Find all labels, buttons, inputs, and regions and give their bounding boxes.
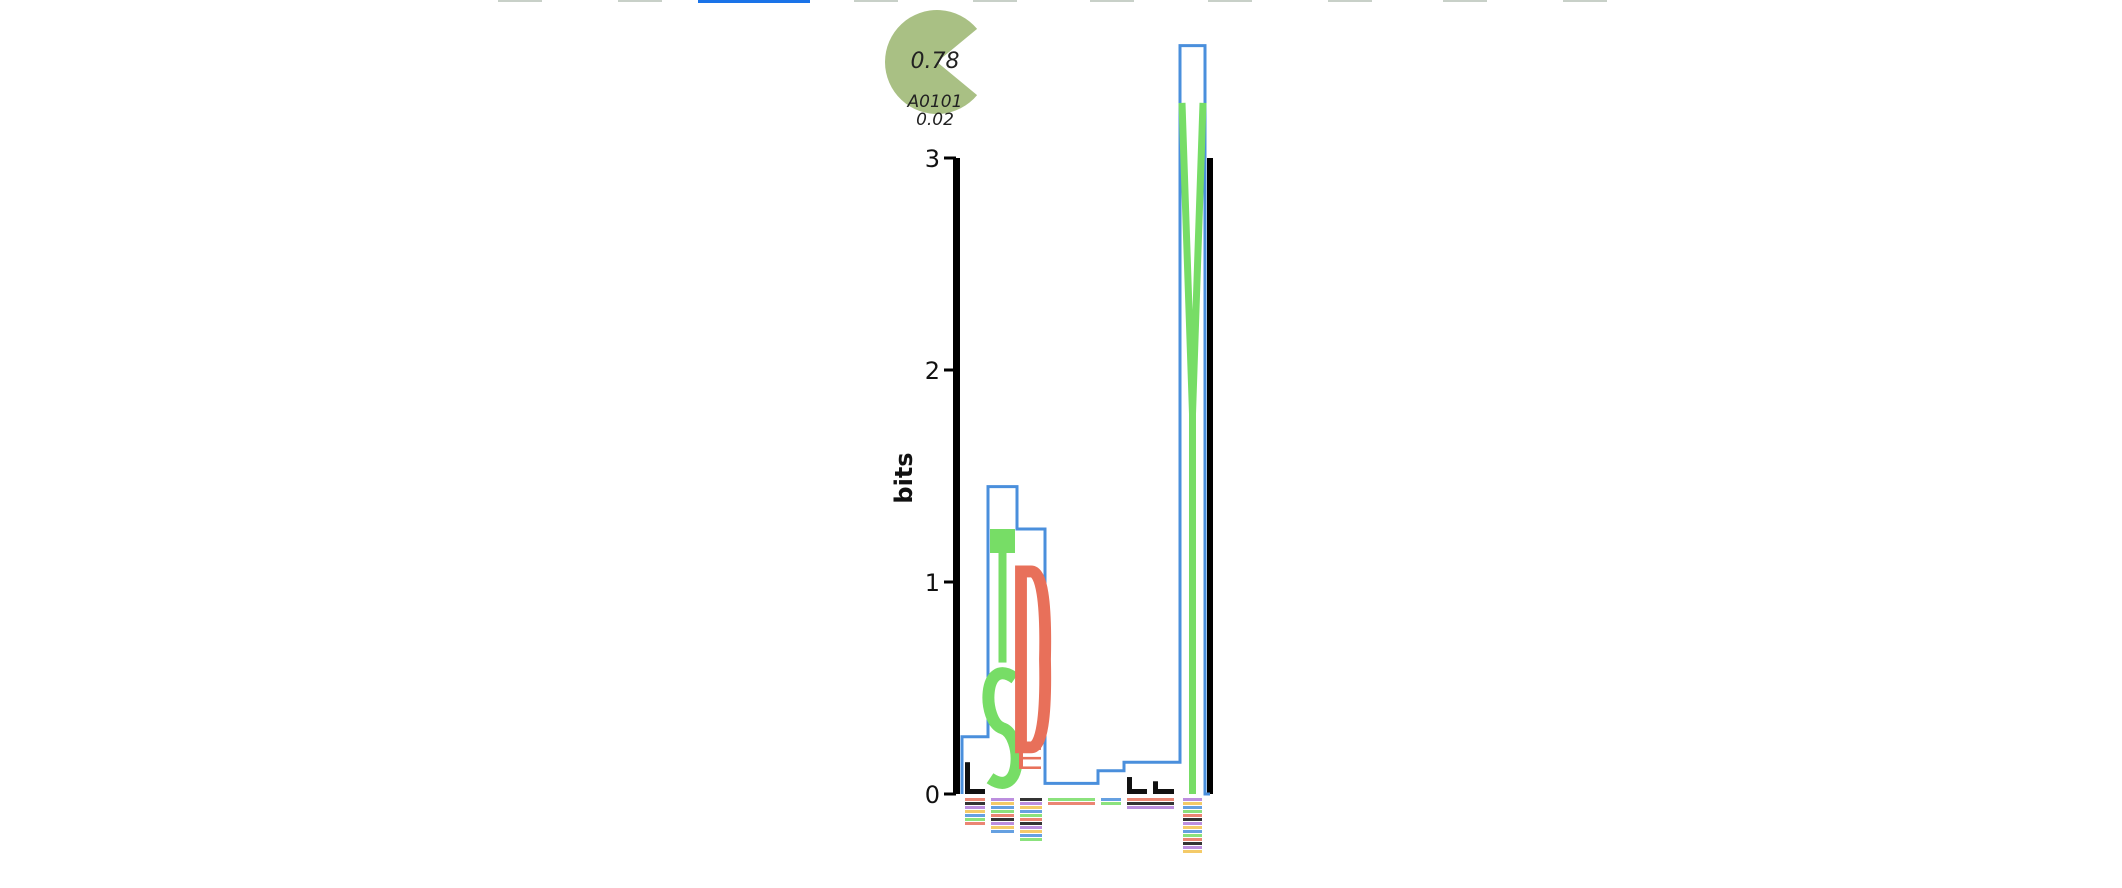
negative-residue-bar <box>1183 814 1202 817</box>
negative-residue-bar <box>1048 798 1095 801</box>
tab-underline <box>1328 0 1372 2</box>
negative-residue-bar <box>965 806 985 809</box>
glyph-stroke <box>998 529 1007 663</box>
negative-residue-bar <box>1101 798 1121 801</box>
negative-residue-bar <box>1183 810 1202 813</box>
logo-letter-y <box>1178 102 1207 794</box>
y-axis-line <box>953 158 960 794</box>
top-tab-strip <box>498 0 1607 3</box>
negative-residue-bar <box>1183 842 1202 845</box>
negative-residues <box>965 798 1202 853</box>
negative-residue-bar <box>965 822 985 825</box>
glyph-stroke <box>1178 102 1207 794</box>
negative-residue-bar <box>1020 834 1042 837</box>
pie-wedge <box>884 10 978 114</box>
glyph-stroke <box>1019 756 1041 760</box>
negative-residue-bar <box>1020 826 1042 829</box>
negative-residue-bar <box>1183 846 1202 849</box>
negative-residue-bar <box>1020 814 1042 817</box>
y-tick-label: 2 <box>925 357 940 385</box>
negative-residue-bar <box>1127 798 1174 801</box>
negative-residue-bar <box>1183 818 1202 821</box>
glyph-stroke <box>1153 789 1174 794</box>
information-outline <box>960 44 1210 796</box>
negative-residue-bar <box>965 810 985 813</box>
glyph-stroke <box>982 667 1023 789</box>
negative-residue-bar <box>1183 798 1202 801</box>
logo-letter-l <box>965 762 985 794</box>
tab-underline <box>1563 0 1607 2</box>
y-axis-label: bits <box>890 452 918 503</box>
negative-residue-bar <box>1020 802 1042 805</box>
tab-underline <box>854 0 898 2</box>
tab-active-underline <box>698 0 810 3</box>
negative-residue-bar <box>1020 798 1042 801</box>
negative-residue-bar <box>1020 830 1042 833</box>
right-border-line <box>1207 158 1213 794</box>
glyph-stroke <box>1019 766 1041 769</box>
pie-value-label: 0.78 <box>911 49 960 74</box>
logo-letters <box>965 102 1207 794</box>
glyph-stroke <box>1127 789 1147 794</box>
logo-letter-l <box>1127 777 1147 794</box>
negative-residue-bar <box>965 798 985 801</box>
negative-residue-bar <box>1183 806 1202 809</box>
y-tick-label: 1 <box>925 569 940 597</box>
negative-residue-bar <box>965 818 985 821</box>
negative-residue-bar <box>1127 802 1174 805</box>
negative-residue-bar <box>991 814 1014 817</box>
tab-underline <box>973 0 1017 2</box>
tab-underline <box>498 0 542 2</box>
tab-underline <box>1208 0 1252 2</box>
glyph-stroke <box>1153 781 1158 794</box>
glyph-stroke <box>1127 777 1132 794</box>
information-outline-path <box>960 44 1210 796</box>
negative-residue-bar <box>965 802 985 805</box>
axes: 0 1 2 3 <box>925 145 1213 809</box>
negative-residue-bar <box>1020 818 1042 821</box>
negative-residue-bar <box>1183 822 1202 825</box>
negative-residue-bar <box>1101 802 1121 805</box>
negative-residue-bar <box>991 818 1014 821</box>
negative-residue-bar <box>1020 822 1042 825</box>
negative-residue-bar <box>1183 802 1202 805</box>
pie-allele-label: A0101 <box>907 92 963 112</box>
negative-residue-bar <box>1020 838 1042 841</box>
tab-underline <box>1443 0 1487 2</box>
negative-residue-bar <box>1183 834 1202 837</box>
logo-letter-s <box>982 667 1023 789</box>
negative-residue-bar <box>1183 838 1202 841</box>
glyph-stroke <box>965 789 985 794</box>
negative-residue-bar <box>1183 850 1202 853</box>
negative-residue-bar <box>1048 802 1095 805</box>
negative-residue-bar <box>1127 806 1174 809</box>
negative-residue-bar <box>1020 806 1042 809</box>
negative-residue-bar <box>991 798 1014 801</box>
negative-residue-bar <box>991 810 1014 813</box>
negative-residue-bar <box>1183 830 1202 833</box>
negative-residue-bar <box>991 830 1014 833</box>
logo-letter-d <box>1015 565 1052 754</box>
tab-underline <box>618 0 662 2</box>
glyph-stroke <box>1015 565 1052 754</box>
y-tick-label: 3 <box>925 145 940 173</box>
negative-residue-bar <box>991 822 1014 825</box>
tab-underline <box>1090 0 1134 2</box>
negative-residue-bar <box>1183 826 1202 829</box>
pie-sub-label: 0.02 <box>916 110 954 130</box>
logo-letter-t <box>990 529 1015 663</box>
negative-residue-bar <box>965 814 985 817</box>
y-tick-label: 0 <box>925 781 940 809</box>
negative-residue-bar <box>991 802 1014 805</box>
negative-residue-bar <box>991 826 1014 829</box>
logo-letter-l <box>1153 781 1174 794</box>
negative-residue-bar <box>1020 810 1042 813</box>
negative-residue-bar <box>991 806 1014 809</box>
glyph-stroke <box>965 762 970 794</box>
allele-pie: 0.78 A0101 0.02 <box>884 10 978 130</box>
